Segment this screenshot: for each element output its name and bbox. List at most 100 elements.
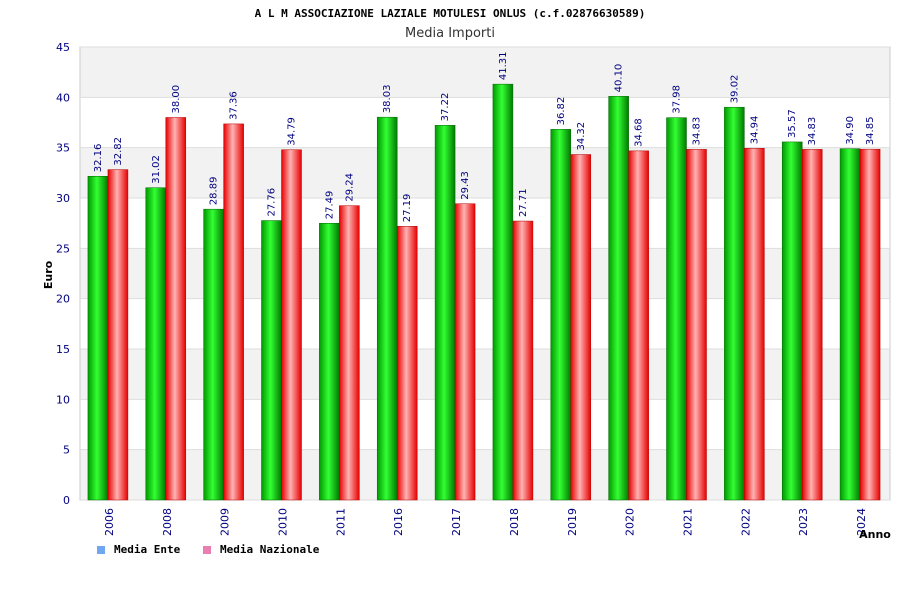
bar-media-ente [319,223,340,501]
value-label: 31.02 [151,155,162,184]
bars [87,83,881,501]
value-label: 27.76 [267,188,278,217]
bar-media-nazionale [512,220,534,501]
value-label: 37.36 [229,91,240,120]
x-tick-label: 2006 [103,508,116,536]
y-axis-label: Euro [42,260,55,289]
value-label: 37.22 [440,93,451,122]
chart-subtitle: Media Importi [405,26,495,41]
value-label: 40.10 [614,64,625,93]
x-tick-label: 2017 [450,508,463,536]
legend-swatch-media-ente [97,546,105,554]
value-label: 29.43 [460,171,471,200]
x-tick-label: 2018 [508,508,521,536]
bar-media-nazionale [223,123,244,501]
y-tick-label: 20 [56,293,70,306]
value-label: 32.16 [93,144,104,173]
plot-band [80,147,890,198]
legend-label-media-ente: Media Ente [114,543,181,556]
bar-media-ente [203,208,224,501]
y-tick-label: 45 [56,41,70,54]
bar-media-nazionale [107,169,129,501]
y-axis-ticks: 0 5 10 15 20 25 30 35 40 45 [56,41,70,507]
bar-media-ente [550,129,572,501]
x-tick-label: 2009 [219,508,232,536]
bar-media-nazionale [686,149,707,501]
y-tick-label: 10 [56,393,70,406]
plot-band [80,449,890,500]
y-tick-label: 30 [56,192,70,205]
value-label: 34.68 [634,118,645,147]
bar-media-nazionale [454,203,476,501]
bar-media-nazionale [744,148,765,501]
value-label: 27.19 [402,194,413,223]
bar-media-nazionale [628,150,649,501]
x-tick-label: 2024 [855,508,868,536]
y-tick-label: 25 [56,242,70,255]
bar-media-ente [781,141,803,501]
value-label: 35.57 [787,109,798,138]
bar-media-nazionale [801,149,823,501]
legend-label-media-nazionale: Media Nazionale [220,543,320,556]
x-axis-label: Anno [859,528,891,541]
bar-media-ente [145,187,167,501]
value-label: 36.82 [556,97,567,126]
chart-title: A L M ASSOCIAZIONE LAZIALE MOTULESI ONLU… [255,7,646,20]
bar-media-nazionale [859,148,881,501]
y-tick-label: 5 [63,444,70,457]
x-tick-label: 2023 [797,508,810,536]
value-label: 39.02 [729,75,740,104]
value-label: 34.90 [845,116,856,145]
x-tick-label: 2020 [624,508,637,536]
value-label: 34.32 [576,122,587,151]
x-tick-label: 2019 [566,508,579,536]
bar-media-nazionale [570,154,592,501]
y-tick-label: 15 [56,343,70,356]
plot-band [80,349,890,400]
value-labels: 32.16 32.82 31.02 38.00 28.89 37.36 27.76 34.79… [93,52,876,223]
value-label: 28.89 [209,177,220,206]
bar-media-nazionale [396,226,418,501]
value-label: 41.31 [498,52,509,81]
value-label: 29.24 [344,173,355,202]
value-label: 34.79 [287,117,298,146]
y-tick-label: 0 [63,494,70,507]
x-tick-label: 2022 [739,508,752,536]
bar-media-ente [492,83,514,501]
x-tick-label: 2016 [392,508,405,536]
bar-media-ente [608,96,629,501]
y-tick-label: 40 [56,91,70,104]
x-tick-label: 2011 [334,508,347,536]
y-tick-label: 35 [56,142,70,155]
x-tick-label: 2021 [682,508,695,536]
legend-swatch-media-nazionale [203,546,211,554]
value-label: 34.83 [692,117,703,146]
bar-media-ente [724,106,745,501]
plot-background [79,46,891,501]
x-tick-label: 2010 [277,508,290,536]
bar-media-ente [839,148,861,501]
legend: Media Ente Media Nazionale [97,543,320,556]
bar-media-nazionale [281,149,302,501]
bar-media-ente [666,117,687,501]
value-label: 34.94 [749,116,760,145]
value-label: 34.85 [865,117,876,146]
bar-media-ente [87,176,109,501]
value-label: 38.03 [382,85,393,114]
bar-media-ente [434,125,456,501]
value-label: 38.00 [171,85,182,114]
bar-media-nazionale [339,205,360,501]
plot-band [80,248,890,299]
x-tick-label: 2008 [161,508,174,536]
value-label: 27.71 [518,188,529,217]
value-label: 34.83 [807,117,818,146]
plot-band [80,47,890,98]
x-axis-ticks: 2006 2008 2009 2010 2011 2016 2017 2018 2019 2020… [103,508,868,536]
value-label: 32.82 [113,137,124,166]
bar-media-nazionale [165,117,187,501]
value-label: 27.49 [324,191,335,220]
value-label: 37.98 [672,85,683,114]
bar-media-ente [376,116,398,501]
